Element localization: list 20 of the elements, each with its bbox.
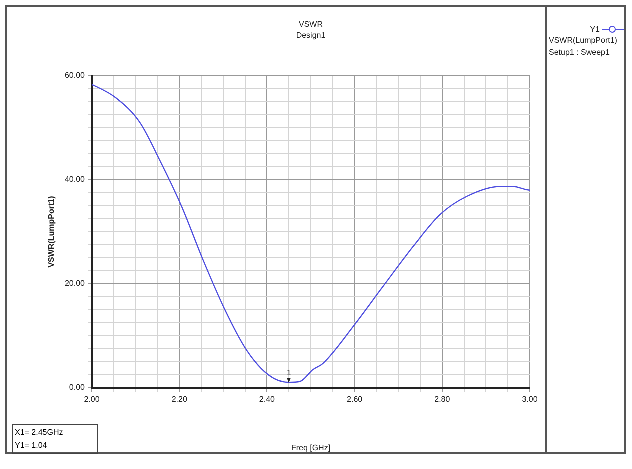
y-axis-title: VSWR(LumpPort1) xyxy=(47,196,56,268)
y-tick-label: 20.00 xyxy=(64,279,86,288)
x-tick-label: 2.20 xyxy=(172,395,188,404)
x-tick-label: 2.60 xyxy=(347,395,364,404)
x-axis-title: Freq [GHz] xyxy=(291,443,331,452)
x-tick-label: 3.00 xyxy=(522,395,538,404)
chart-title: VSWR xyxy=(299,20,324,29)
text: Y1= 1.04 xyxy=(15,440,48,452)
chart-subtitle: Design1 xyxy=(296,31,326,40)
text: Setup1 : Sweep1 xyxy=(549,48,611,57)
x-tick-label: 2.80 xyxy=(434,395,451,404)
legend-label: Y1 xyxy=(590,25,600,34)
x-tick-label: 2.40 xyxy=(259,395,276,404)
x-tick-label: 2.00 xyxy=(84,395,100,404)
text: VSWR(LumpPort1) xyxy=(549,36,618,45)
y-tick-label: 0.00 xyxy=(69,383,86,392)
text: X1= 2.45GHz xyxy=(15,427,64,439)
annotation: 1 xyxy=(286,368,292,378)
y-tick-label: 60.00 xyxy=(64,71,86,80)
y-tick-label: 40.00 xyxy=(64,175,86,184)
